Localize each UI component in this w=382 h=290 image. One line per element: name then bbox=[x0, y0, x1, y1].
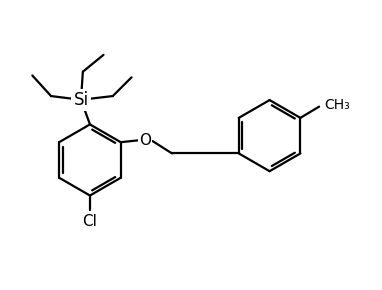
Text: Cl: Cl bbox=[83, 214, 97, 229]
Text: CH₃: CH₃ bbox=[325, 98, 350, 112]
Text: O: O bbox=[139, 133, 151, 148]
Text: Si: Si bbox=[73, 91, 89, 109]
